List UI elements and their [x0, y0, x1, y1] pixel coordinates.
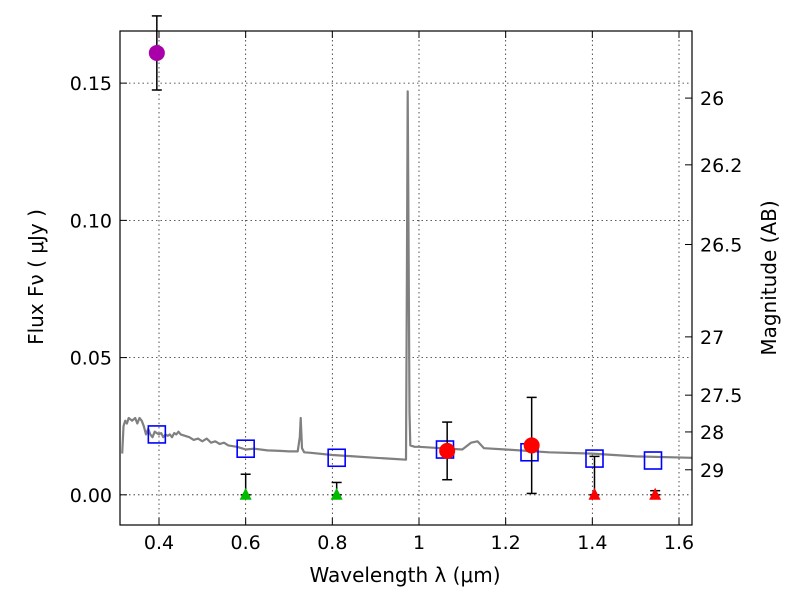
- axis-ticks: 0.4 0.6 0.8 1 1.2 1.4 1.6 0.00 0.05 0.10 0.15 26 26.…: [70, 31, 742, 554]
- x-tick-label: 1.2: [491, 532, 521, 554]
- y-tick-label: 0.10: [70, 210, 112, 232]
- upper-limit-triangle: [649, 487, 662, 500]
- x-tick-label: 0.4: [144, 532, 174, 554]
- magnitude-axis-label: Magnitude (AB): [757, 200, 781, 355]
- model-photometry-square: [643, 451, 663, 470]
- y-axis-label: Flux Fν ( μJy ): [24, 209, 48, 345]
- model-photometry-square: [327, 448, 346, 468]
- upper-limit-triangle: [330, 487, 343, 500]
- model-photometry-square: [147, 425, 167, 444]
- magnitude-tick-label: 27: [700, 327, 724, 349]
- grid-lines: [120, 31, 692, 525]
- magnitude-tick-label: 26.2: [700, 155, 742, 177]
- data-points-layer: [147, 15, 663, 500]
- y-tick-label: 0.00: [70, 485, 112, 507]
- x-tick-label: 0.6: [231, 532, 261, 554]
- x-tick-label: 1.4: [577, 532, 607, 554]
- spectrum-layer: [121, 90, 693, 461]
- y-tick-label: 0.15: [70, 73, 112, 95]
- y-tick-label: 0.05: [70, 348, 112, 370]
- x-axis-label: Wavelength λ (μm): [309, 563, 500, 587]
- x-tick-label: 0.8: [317, 532, 347, 554]
- flux-detection-point: [148, 44, 165, 61]
- x-tick-label: 1: [413, 532, 425, 554]
- upper-limit-triangle: [588, 487, 601, 500]
- flux-detection-point: [439, 442, 456, 459]
- magnitude-tick-label: 29: [700, 460, 724, 482]
- model-photometry-square: [236, 439, 255, 459]
- model-spectrum-line: [121, 90, 693, 461]
- magnitude-tick-label: 27.5: [700, 385, 742, 407]
- x-tick-label: 1.6: [664, 532, 694, 554]
- magnitude-tick-label: 26: [700, 88, 724, 110]
- plot-frame: [119, 30, 693, 526]
- magnitude-tick-label: 26.5: [700, 234, 742, 256]
- flux-detection-point: [523, 437, 540, 454]
- upper-limit-triangle: [239, 487, 252, 500]
- magnitude-tick-label: 28: [700, 422, 724, 444]
